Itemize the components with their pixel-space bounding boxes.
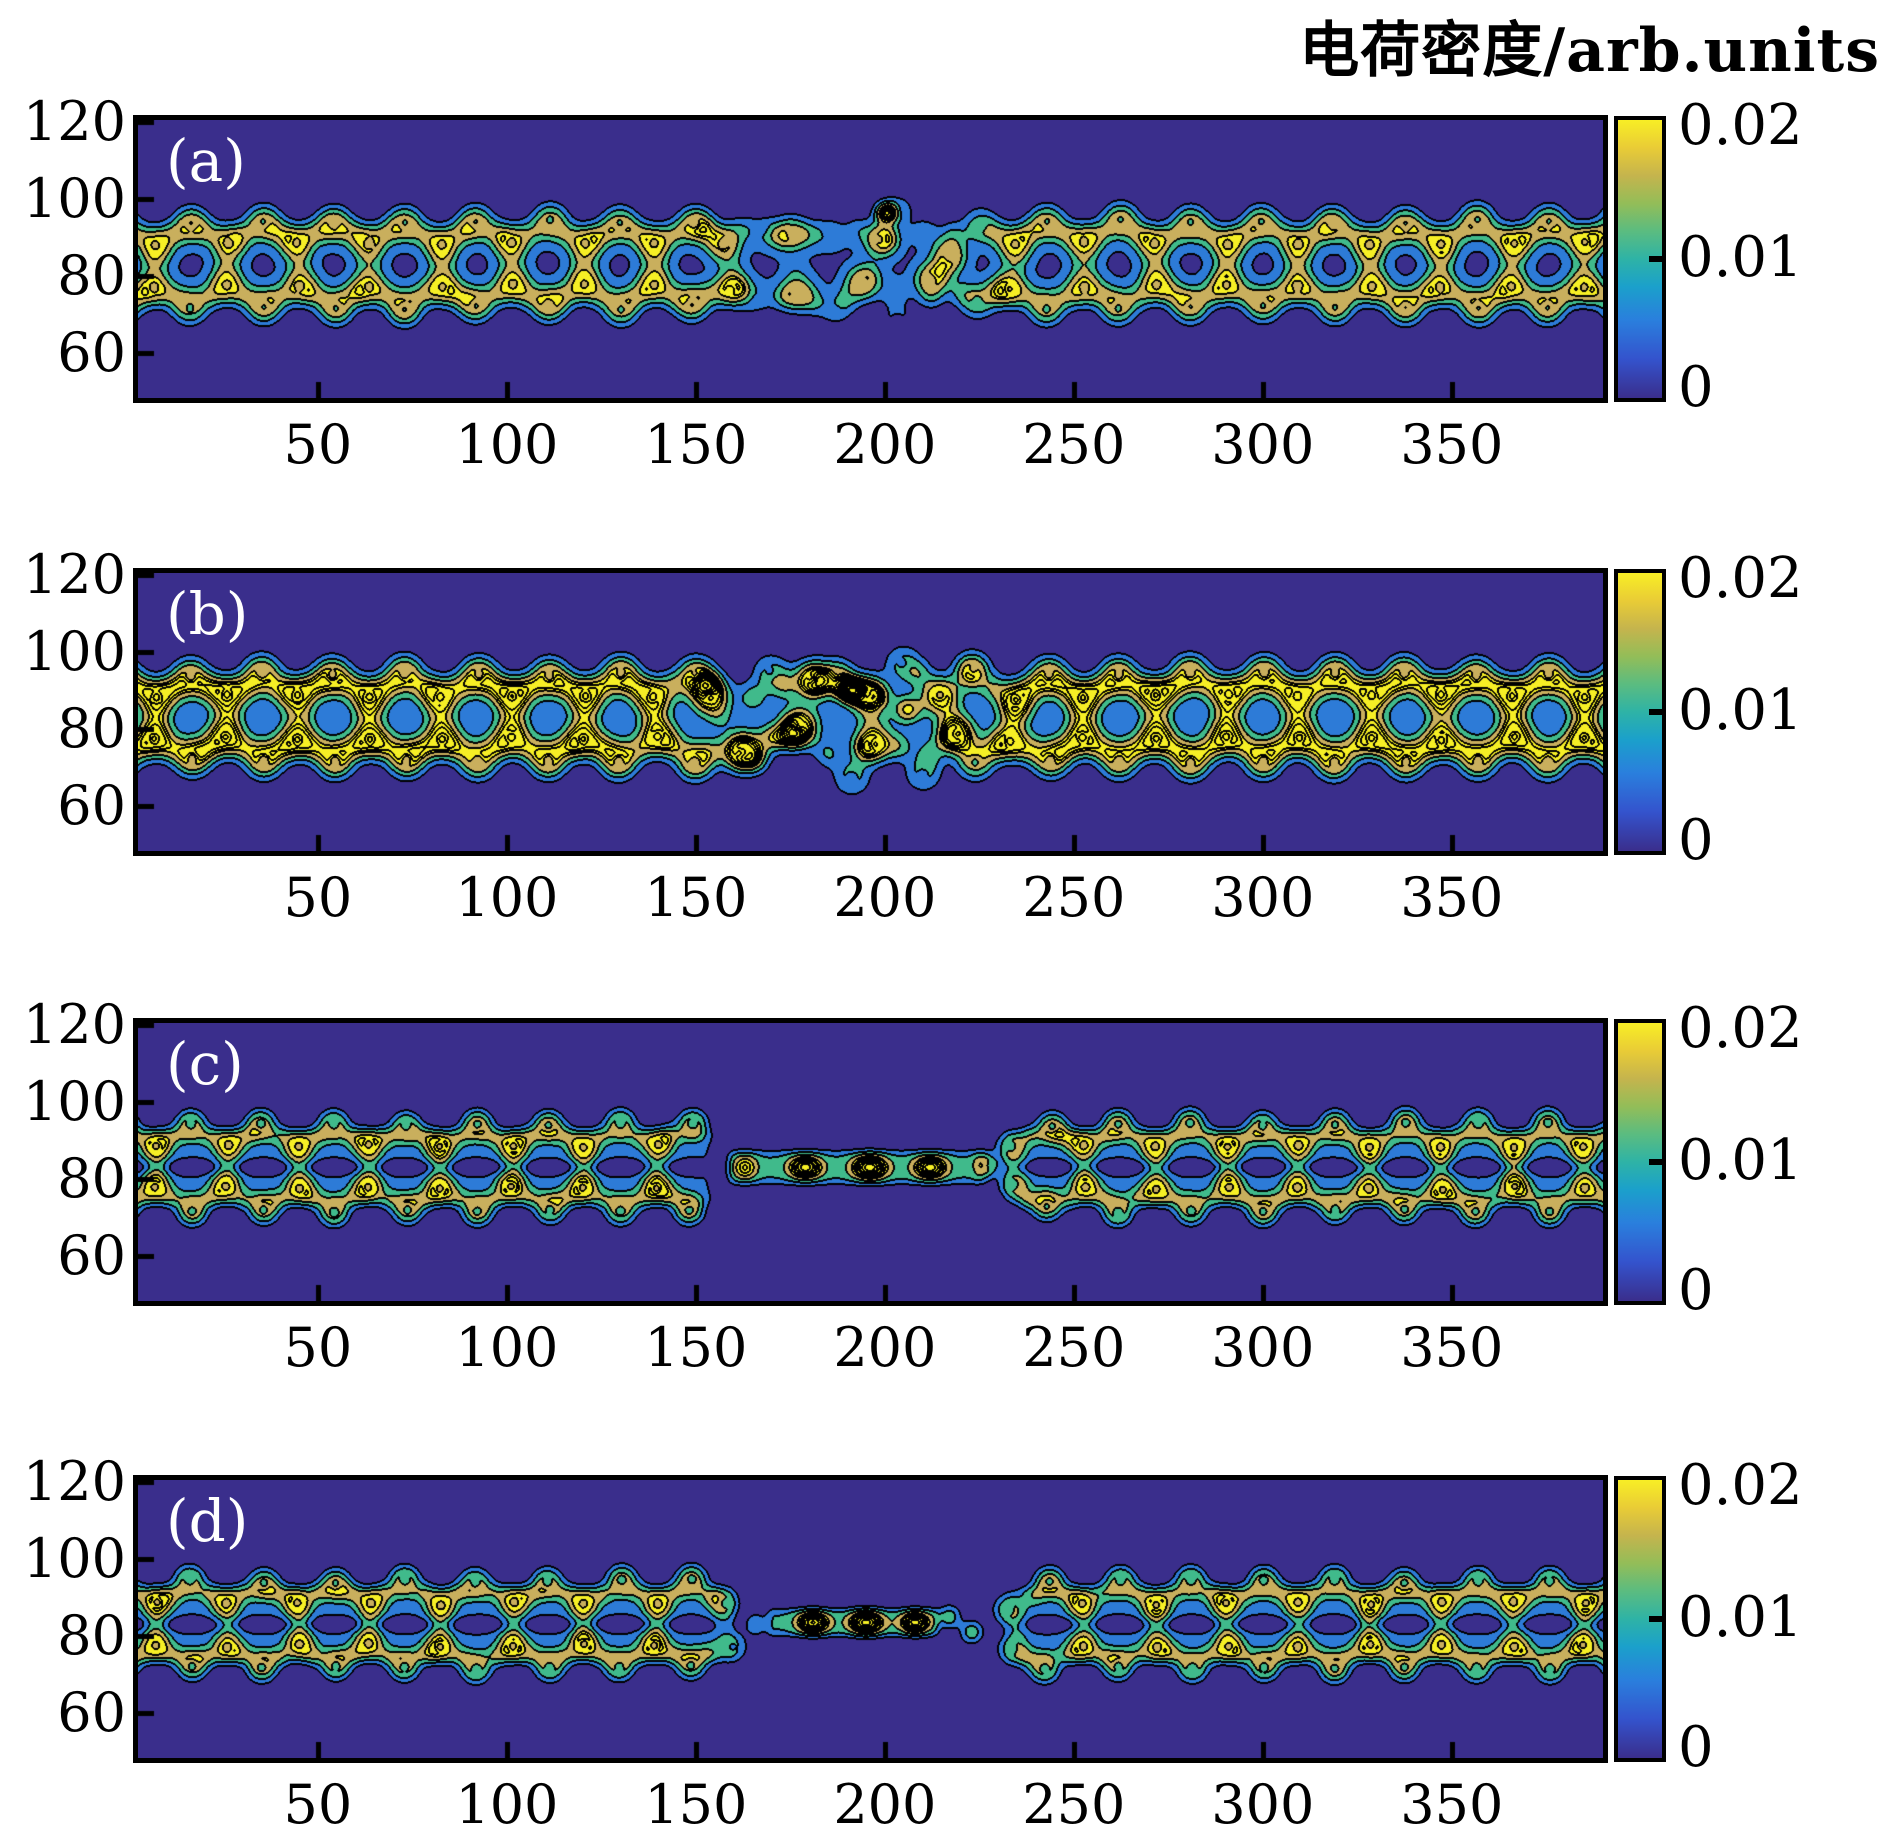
colorbar-a — [1614, 116, 1666, 402]
x-tick-label-d-100: 100 — [455, 1773, 559, 1836]
y-tick-label-d-100: 100 — [22, 1526, 126, 1590]
colorbar-label-min-a: 0 — [1678, 355, 1714, 420]
y-tick-label-d-60: 60 — [57, 1680, 126, 1744]
y-tick-label-b-80: 80 — [57, 696, 126, 760]
x-tick-label-d-50: 50 — [283, 1773, 353, 1836]
x-tick-label-c-350: 350 — [1400, 1316, 1504, 1379]
x-tick-label-a-300: 300 — [1211, 413, 1315, 476]
y-tick-label-d-80: 80 — [57, 1603, 126, 1667]
colorbar-title: 电荷密度/arb.units — [1299, 16, 1880, 86]
colorbar-c — [1614, 1019, 1666, 1305]
colorbar-label-min-d: 0 — [1678, 1715, 1714, 1780]
x-tick-label-c-200: 200 — [833, 1316, 937, 1379]
y-tick-label-b-100: 100 — [22, 619, 126, 683]
contour-plot-d — [138, 1480, 1603, 1758]
plot-area-b: (b) — [133, 568, 1608, 856]
colorbar-label-mid-b: 0.01 — [1678, 678, 1803, 743]
y-tick-label-d-120: 120 — [22, 1449, 126, 1513]
x-tick-label-b-200: 200 — [833, 866, 937, 929]
contour-plot-b — [138, 573, 1603, 851]
y-tick-label-a-80: 80 — [57, 243, 126, 307]
x-tick-label-a-100: 100 — [455, 413, 559, 476]
y-tick-label-a-120: 120 — [22, 89, 126, 153]
colorbar-label-max-b: 0.02 — [1678, 546, 1803, 611]
plot-area-c: (c) — [133, 1018, 1608, 1306]
colorbar-tick-b — [1649, 709, 1662, 715]
x-tick-label-d-350: 350 — [1400, 1773, 1504, 1836]
contour-plot-c — [138, 1023, 1603, 1301]
x-tick-label-b-350: 350 — [1400, 866, 1504, 929]
x-tick-label-d-300: 300 — [1211, 1773, 1315, 1836]
x-tick-label-b-100: 100 — [455, 866, 559, 929]
panel-label-c: (c) — [166, 1030, 244, 1098]
y-tick-label-a-100: 100 — [22, 166, 126, 230]
x-tick-label-c-150: 150 — [644, 1316, 748, 1379]
colorbar-label-min-b: 0 — [1678, 808, 1714, 873]
x-tick-label-a-200: 200 — [833, 413, 937, 476]
x-tick-label-a-50: 50 — [283, 413, 353, 476]
colorbar-label-max-d: 0.02 — [1678, 1453, 1803, 1518]
x-tick-label-a-150: 150 — [644, 413, 748, 476]
x-tick-label-c-250: 250 — [1022, 1316, 1126, 1379]
y-tick-label-a-60: 60 — [57, 320, 126, 384]
x-tick-label-d-200: 200 — [833, 1773, 937, 1836]
x-tick-label-d-250: 250 — [1022, 1773, 1126, 1836]
x-tick-label-c-50: 50 — [283, 1316, 353, 1379]
x-tick-label-c-100: 100 — [455, 1316, 559, 1379]
plot-area-a: (a) — [133, 115, 1608, 403]
panel-label-a: (a) — [166, 127, 246, 195]
colorbar-tick-a — [1649, 256, 1662, 262]
colorbar-label-mid-a: 0.01 — [1678, 225, 1803, 290]
colorbar-label-max-a: 0.02 — [1678, 93, 1803, 158]
x-tick-label-d-150: 150 — [644, 1773, 748, 1836]
y-tick-label-c-120: 120 — [22, 992, 126, 1056]
y-tick-label-c-80: 80 — [57, 1146, 126, 1210]
colorbar-b — [1614, 569, 1666, 855]
contour-plot-a — [138, 120, 1603, 398]
x-tick-label-b-250: 250 — [1022, 866, 1126, 929]
x-tick-label-b-300: 300 — [1211, 866, 1315, 929]
x-tick-label-a-250: 250 — [1022, 413, 1126, 476]
x-tick-label-b-50: 50 — [283, 866, 353, 929]
panel-label-d: (d) — [166, 1487, 249, 1555]
y-tick-label-b-60: 60 — [57, 773, 126, 837]
x-tick-label-b-150: 150 — [644, 866, 748, 929]
colorbar-label-mid-d: 0.01 — [1678, 1585, 1803, 1650]
colorbar-tick-d — [1649, 1616, 1662, 1622]
y-tick-label-c-100: 100 — [22, 1069, 126, 1133]
y-tick-label-b-120: 120 — [22, 542, 126, 606]
x-tick-label-c-300: 300 — [1211, 1316, 1315, 1379]
panel-label-b: (b) — [166, 580, 249, 648]
colorbar-tick-c — [1649, 1159, 1662, 1165]
x-tick-label-a-350: 350 — [1400, 413, 1504, 476]
colorbar-label-mid-c: 0.01 — [1678, 1128, 1803, 1193]
colorbar-label-max-c: 0.02 — [1678, 996, 1803, 1061]
colorbar-d — [1614, 1476, 1666, 1762]
y-tick-label-c-60: 60 — [57, 1223, 126, 1287]
plot-area-d: (d) — [133, 1475, 1608, 1763]
colorbar-label-min-c: 0 — [1678, 1258, 1714, 1323]
